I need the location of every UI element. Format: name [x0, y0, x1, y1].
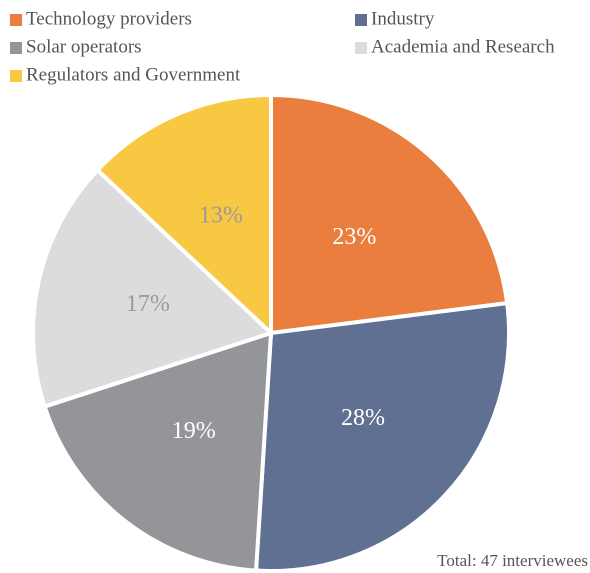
pie-slice: [42, 330, 274, 573]
legend-swatch: [10, 42, 22, 54]
pie-slice: [269, 92, 510, 336]
data-label: 13%: [199, 203, 243, 229]
legend-label: Industry: [371, 8, 435, 29]
legend-label: Regulators and Government: [26, 64, 241, 85]
note: Total: 47 interviewees: [437, 551, 588, 570]
legend-swatch: [10, 14, 22, 26]
pie-slice: [31, 167, 275, 410]
pie-slice: [253, 300, 511, 573]
legend-swatch: [355, 14, 367, 26]
pie-slice: [94, 92, 273, 338]
legend-swatch: [10, 70, 22, 82]
legend-label: Solar operators: [26, 36, 142, 57]
legend-label: Academia and Research: [371, 36, 555, 57]
data-label: 23%: [332, 224, 376, 250]
legend-swatch: [355, 42, 367, 54]
data-label: 17%: [126, 291, 170, 317]
legend-label: Technology providers: [26, 8, 192, 29]
data-label: 19%: [172, 418, 216, 444]
data-label: 28%: [341, 405, 385, 431]
